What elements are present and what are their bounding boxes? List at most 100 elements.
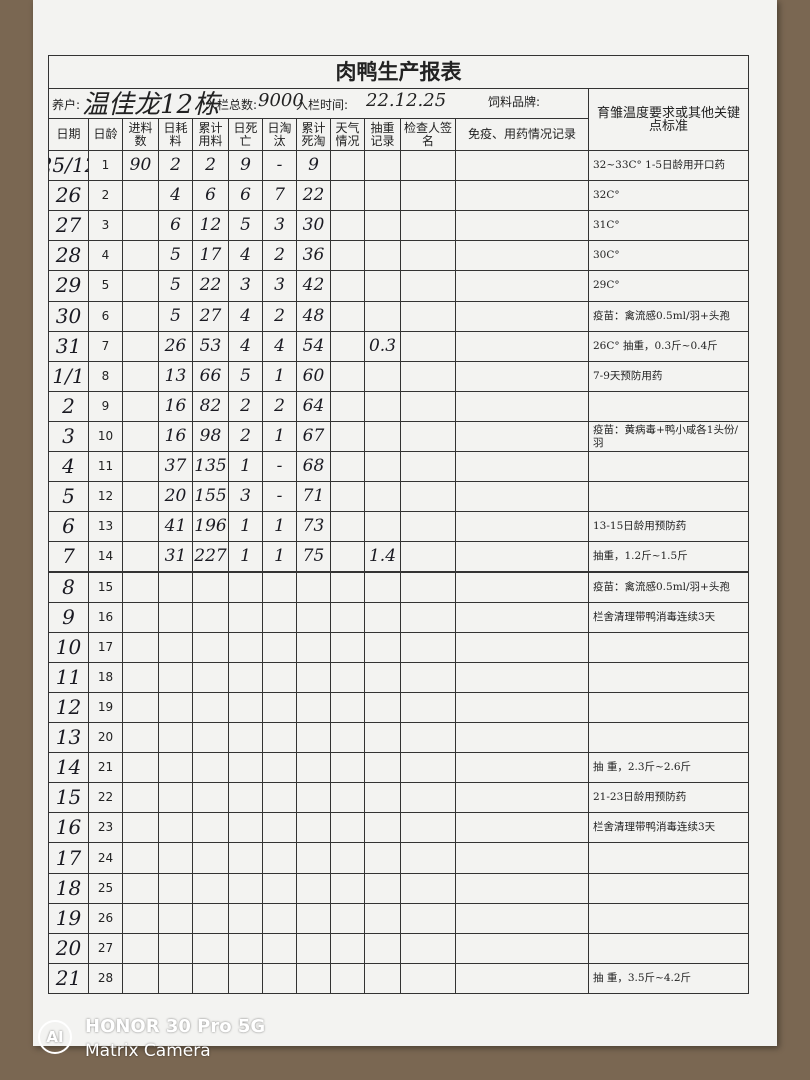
empty-cell [228,932,263,964]
cell-culls: 1 [262,360,297,392]
cell-standard: 抽 重，3.5斤~4.2斤 [588,962,749,994]
cell-daily-feed: 6 [158,210,193,242]
empty-cell [364,661,401,693]
cell-age: 18 [88,661,123,693]
cell-standard: 32~33C° 1-5日龄用开口药 [588,150,749,182]
empty-cell [296,722,331,754]
empty-cell [228,782,263,814]
empty-cell [122,812,159,844]
empty-cell [158,722,193,754]
cell-standard: 栏舍清理带鸭消毒连续3天 [588,812,749,844]
cell-daily-feed: 16 [158,420,193,453]
empty-cell [455,661,589,693]
cell-culls: 7 [262,180,297,212]
cell-age: 14 [88,541,123,573]
empty-cell [192,902,229,934]
empty-cell [158,601,193,633]
cell-culls: 3 [262,270,297,302]
empty-cell [455,631,589,663]
cell-deaths: 4 [228,330,263,362]
empty-cell [330,691,365,724]
column-header: 检查人签名 [400,118,456,151]
empty-cell [262,962,297,994]
empty-cell [364,481,401,513]
cell-daily-feed: 20 [158,481,193,513]
cell-age: 7 [88,330,123,362]
empty-cell [330,842,365,874]
cell-total-feed: 155 [192,481,229,513]
empty-cell [330,240,365,272]
column-header: 育雏温度要求或其他关键点标准 [588,88,749,151]
empty-cell [455,691,589,724]
empty-cell [228,842,263,874]
empty-cell [158,872,193,904]
cell-age: 21 [88,752,123,784]
cell-date: 30 [48,300,89,332]
cell-age: 16 [88,601,123,633]
cell-weight: 1.4 [364,541,401,573]
cell-total-loss: 42 [296,270,331,302]
column-header: 累计死淘 [296,118,331,151]
cell-total-loss: 67 [296,420,331,453]
empty-cell [400,270,456,302]
empty-cell [262,872,297,904]
empty-cell [588,661,749,693]
empty-cell [364,240,401,272]
empty-cell [122,481,159,513]
empty-cell [122,661,159,693]
empty-cell [158,661,193,693]
cell-total-loss: 54 [296,330,331,362]
empty-cell [262,842,297,874]
logo: AI [38,1020,72,1054]
empty-cell [228,722,263,754]
empty-cell [158,932,193,964]
cell-daily-feed: 5 [158,240,193,272]
empty-cell [455,330,589,362]
cell-culls: - [262,150,297,182]
empty-cell [228,962,263,994]
cell-culls: - [262,451,297,483]
cell-deaths: 3 [228,270,263,302]
empty-cell [192,661,229,693]
cell-standard: 13-15日龄用预防药 [588,511,749,543]
cell-culls: 1 [262,420,297,453]
empty-cell [455,210,589,242]
cell-standard: 抽重，1.2斤~1.5斤 [588,541,749,573]
empty-cell [400,360,456,392]
empty-cell [330,752,365,784]
empty-cell [400,782,456,814]
cell-culls: 1 [262,541,297,573]
empty-cell [228,631,263,663]
cell-deaths: 9 [228,150,263,182]
empty-cell [296,782,331,814]
cell-culls: 2 [262,240,297,272]
empty-cell [588,691,749,724]
empty-cell [330,360,365,392]
empty-cell [228,571,263,603]
cell-total-feed: 17 [192,240,229,272]
empty-cell [588,451,749,483]
empty-cell [400,210,456,242]
empty-cell [122,541,159,573]
empty-cell [400,661,456,693]
cell-age: 22 [88,782,123,814]
empty-cell [262,932,297,964]
cell-date: 20 [48,932,89,964]
empty-cell [400,631,456,663]
empty-cell [122,962,159,994]
cell-standard: 栏舍清理带鸭消毒连续3天 [588,601,749,633]
cell-total-loss: 30 [296,210,331,242]
empty-cell [364,571,401,603]
empty-cell [330,902,365,934]
empty-cell [400,541,456,573]
empty-cell [296,962,331,994]
empty-cell [364,270,401,302]
cell-total-feed: 22 [192,270,229,302]
empty-cell [262,601,297,633]
empty-cell [122,210,159,242]
start-date: 22.12.25 [366,90,447,111]
empty-cell [330,330,365,362]
watermark-model: HONOR 30 Pro 5G [85,1016,266,1037]
empty-cell [364,210,401,242]
